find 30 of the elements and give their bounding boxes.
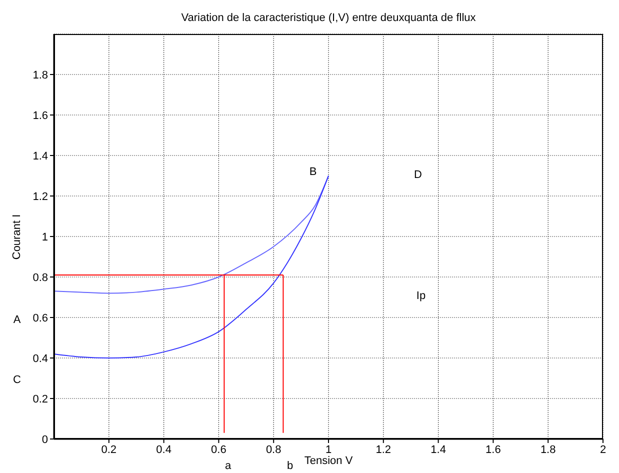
y-tick-label: 1.8 — [32, 69, 48, 82]
x-tick-label: 0.6 — [211, 444, 226, 456]
y-tick-label: 1.4 — [32, 150, 48, 162]
y-axis-title: Courant I — [11, 214, 23, 260]
text: a — [224, 459, 232, 473]
x-tick-label: 0.4 — [156, 444, 172, 456]
y-tick-label: 1.6 — [32, 110, 48, 122]
text: A — [12, 313, 22, 327]
y-tick-label: 0.4 — [32, 352, 48, 365]
y-tick-label: 1 — [42, 231, 48, 244]
text: b — [286, 459, 294, 473]
y-tick-label: 1.2 — [32, 190, 48, 203]
x-tick-label: 1.8 — [540, 444, 556, 456]
x-tick-label: 1.6 — [486, 444, 501, 456]
x-tick-label: 1.2 — [376, 444, 392, 456]
x-tick-label: 1.4 — [430, 444, 446, 456]
annotation: B — [308, 165, 318, 179]
y-tick-label: 0.8 — [32, 272, 48, 284]
text: C — [12, 373, 22, 387]
x-tick-label: 1 — [325, 444, 332, 456]
chart-title: Variation de la caracteristique (I,V) entre deuxquanta de fllux — [180, 12, 477, 24]
y-tick-label: 0 — [42, 434, 48, 446]
y-tick-label: 0.6 — [32, 312, 48, 324]
annotation: D — [413, 168, 423, 182]
y-tick-label: 0.2 — [32, 393, 48, 406]
annotation: Ip — [415, 289, 427, 303]
x-tick-label: 2 — [600, 444, 606, 456]
x-axis-title: Tension V — [304, 455, 353, 467]
x-tick-label: 0.8 — [266, 444, 282, 456]
x-tick-label: 0.2 — [101, 444, 117, 456]
